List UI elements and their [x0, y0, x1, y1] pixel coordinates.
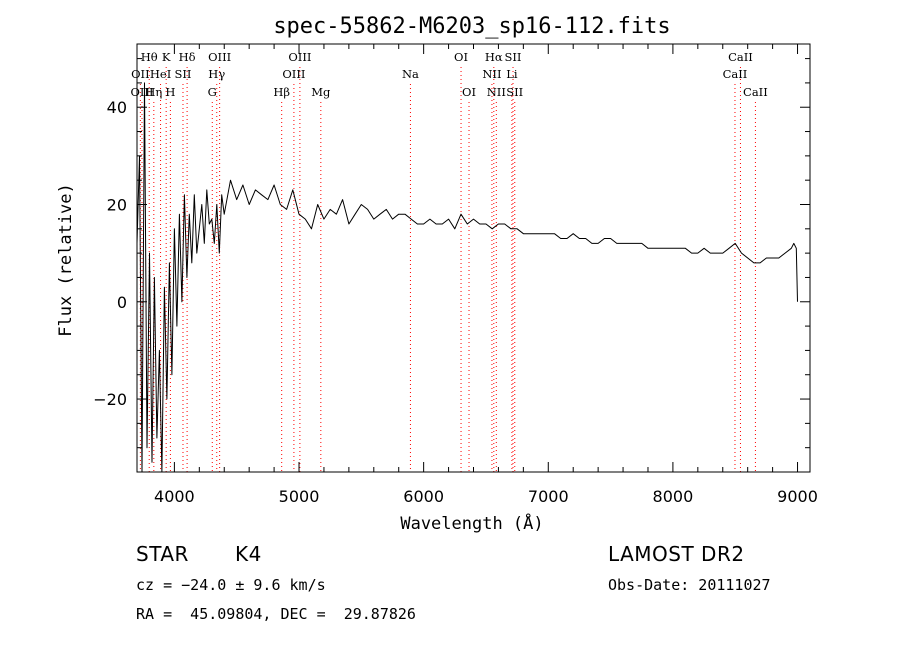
y-tick-label: 40 — [107, 98, 127, 117]
line-label-14: OIII — [282, 67, 305, 81]
y-tick-label: −20 — [93, 390, 127, 409]
y-axis-label: Flux (relative) — [56, 183, 76, 337]
line-label-16: Na — [402, 67, 419, 81]
line-label-12: Hβ — [273, 85, 290, 99]
line-label-26: CaII — [723, 67, 748, 81]
coordinates: RA = 45.09804, DEC = 29.87826 — [136, 605, 416, 623]
x-tick-label: 8000 — [653, 487, 694, 506]
chart-title: spec-55862-M6203_sp16-112.fits — [273, 14, 670, 39]
line-label-19: Hα — [485, 50, 503, 64]
object-subclass: K4 — [235, 542, 262, 566]
line-label-20: SII — [505, 50, 522, 64]
line-label-0: Hθ — [141, 50, 158, 64]
line-label-1: OII — [131, 67, 150, 81]
line-label-6: SII — [175, 67, 192, 81]
object-class: STAR — [136, 542, 189, 566]
line-label-11: G — [208, 85, 217, 99]
observation-date: Obs-Date: 20111027 — [608, 576, 771, 594]
x-tick-label: 4000 — [154, 487, 195, 506]
line-label-21: NII — [482, 67, 501, 81]
y-tick-label: 20 — [107, 196, 127, 215]
x-axis-label: Wavelength (Å) — [400, 512, 543, 534]
line-label-15: Mg — [311, 85, 331, 99]
line-label-23: NII — [487, 85, 506, 99]
x-tick-label: 5000 — [279, 487, 320, 506]
y-tick-label: 0 — [117, 293, 127, 312]
plot-frame — [136, 43, 811, 473]
line-label-9: OIII — [208, 50, 231, 64]
line-label-2: OIII — [130, 85, 153, 99]
line-label-27: CaII — [743, 85, 768, 99]
line-label-25: CaII — [728, 50, 753, 64]
line-label-18: OI — [462, 85, 476, 99]
x-tick-label: 7000 — [528, 487, 569, 506]
x-tick-label: 9000 — [777, 487, 818, 506]
spectrum-series — [136, 82, 798, 473]
x-tick-label: 6000 — [403, 487, 444, 506]
line-label-17: OI — [454, 50, 468, 64]
redshift-velocity: cz = −24.0 ± 9.6 km/s — [136, 576, 326, 594]
line-label-5: HeI — [150, 67, 171, 81]
line-label-24: SII — [506, 85, 523, 99]
line-label-8: Hδ — [179, 50, 196, 64]
line-label-3: Hη — [145, 85, 162, 99]
line-label-7: H — [165, 85, 175, 99]
line-label-22: Li — [506, 67, 518, 81]
survey-name: LAMOST DR2 — [608, 542, 745, 566]
line-label-10: Hγ — [208, 67, 225, 81]
line-label-4: K — [162, 50, 171, 64]
line-label-13: OIII — [288, 50, 311, 64]
